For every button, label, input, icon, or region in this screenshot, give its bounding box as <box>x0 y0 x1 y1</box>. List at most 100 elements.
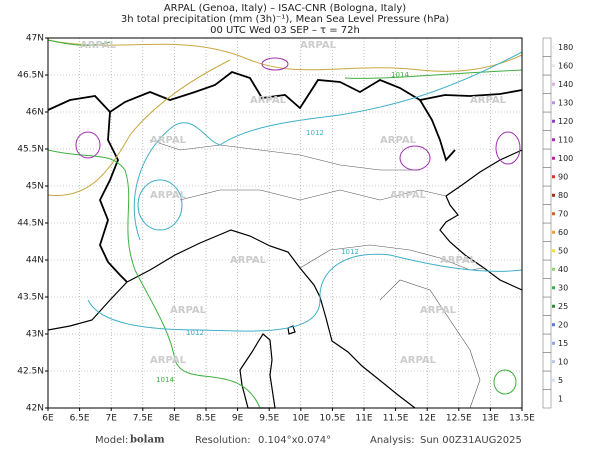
lat-label: 44.5N <box>17 219 44 229</box>
colorbar-box <box>542 56 552 76</box>
watermark: ARPAL <box>150 190 187 201</box>
colorbar-label: 60 <box>558 228 568 237</box>
watermark: ARPAL <box>440 255 477 266</box>
lon-label: 8.5E <box>196 414 216 424</box>
colorbar-box <box>542 278 552 298</box>
watermark: ARPAL <box>250 95 287 106</box>
colorbar-swatch <box>552 360 555 364</box>
colorbar-box <box>542 148 552 168</box>
lon-label: 8E <box>169 414 181 424</box>
watermark: ARPAL <box>150 135 187 146</box>
lat-label: 42.5N <box>17 367 44 377</box>
watermark: ARPAL <box>170 305 207 316</box>
coastline <box>439 149 523 291</box>
colorbar-label: 10 <box>558 357 568 366</box>
lon-label: 7.5E <box>133 414 153 424</box>
precip-contour <box>75 131 101 159</box>
coastlines <box>47 149 523 409</box>
lon-label: 12.5E <box>446 414 472 424</box>
colorbar-box <box>542 130 552 150</box>
watermark: ARPAL <box>80 40 117 51</box>
contour-label: 1012 <box>186 329 204 337</box>
watermark: ARPAL <box>150 355 187 366</box>
resolution: 0.104°x0.074° <box>258 435 331 446</box>
watermark: ARPAL <box>390 190 427 201</box>
colorbar-label: 1 <box>558 394 563 403</box>
model: bolam <box>130 435 165 446</box>
region-line <box>149 139 420 171</box>
colorbar-box <box>542 333 552 353</box>
isobar <box>47 149 261 409</box>
watermark: ARPAL <box>230 255 267 266</box>
colorbar: 1510152025304050607080901001101201301401… <box>542 37 573 409</box>
watermark: ARPAL <box>470 95 507 106</box>
colorbar-swatch <box>552 212 555 216</box>
contour-label: 1014 <box>156 376 174 384</box>
precip-contour <box>495 131 521 165</box>
lat-label: 46N <box>26 108 44 118</box>
lon-label: 10E <box>292 414 309 424</box>
colorbar-box <box>542 315 552 335</box>
lon-label: 12E <box>419 414 436 424</box>
lon-label: 6E <box>42 414 54 424</box>
isobar <box>87 253 523 332</box>
colorbar-swatch <box>552 101 555 105</box>
colorbar-box <box>542 241 552 261</box>
colorbar-label: 120 <box>558 117 573 126</box>
colorbar-label: 100 <box>558 154 573 163</box>
lat-label: 43.5N <box>17 293 44 303</box>
colorbar-box <box>542 352 552 372</box>
lon-label: 6.5E <box>70 414 90 424</box>
colorbar-box <box>542 389 552 409</box>
isobar <box>47 39 523 72</box>
colorbar-swatch <box>552 267 555 271</box>
region-line <box>179 189 447 201</box>
colorbar-swatch <box>552 230 555 234</box>
colorbar-box <box>542 370 552 390</box>
colorbar-swatch <box>552 304 555 308</box>
colorbar-label: 130 <box>558 98 573 107</box>
colorbar-label: 25 <box>558 302 568 311</box>
footer-label: Analysis: <box>370 435 415 446</box>
lat-label: 43N <box>26 330 44 340</box>
precip-contour <box>399 145 431 171</box>
analysis: Sun 00Z31AUG2025 <box>420 435 522 446</box>
colorbar-swatch <box>552 119 555 123</box>
colorbar-swatch <box>552 175 555 179</box>
footer: Model: bolam Resolution: 0.104°x0.074° A… <box>95 435 522 447</box>
isobar <box>133 51 523 241</box>
coastline <box>47 229 416 409</box>
colorbar-swatch <box>552 156 555 160</box>
regions <box>149 139 485 409</box>
colorbar-label: 110 <box>558 135 573 144</box>
colorbar-swatch <box>552 323 555 327</box>
lat-label: 44N <box>26 256 44 266</box>
border <box>419 99 456 162</box>
colorbar-box <box>542 296 552 316</box>
map-frame <box>47 37 523 409</box>
watermark: ARPAL <box>400 355 437 366</box>
colorbar-swatch <box>552 249 555 253</box>
contours <box>47 39 523 409</box>
colorbar-label: 140 <box>558 80 573 89</box>
colorbar-swatch <box>552 341 555 345</box>
colorbar-box <box>542 167 552 187</box>
lat-label: 42N <box>26 404 44 414</box>
colorbar-box <box>542 37 552 57</box>
contour-label: 1012 <box>341 248 359 256</box>
lon-label: 11.5E <box>383 414 409 424</box>
colorbar-label: 50 <box>558 246 568 255</box>
contour-label: 1012 <box>306 129 324 137</box>
colorbar-label: 180 <box>558 43 573 52</box>
colorbar-swatch <box>552 397 555 401</box>
colorbar-box <box>542 259 552 279</box>
watermark: ARPAL <box>300 40 337 51</box>
lon-label: 11E <box>355 414 372 424</box>
footer-label: Resolution: <box>195 435 251 446</box>
colorbar-label: 80 <box>558 191 568 200</box>
colorbar-box <box>542 111 552 131</box>
lon-label: 7E <box>105 414 117 424</box>
colorbar-swatch <box>552 64 555 68</box>
lon-label: 9E <box>232 414 244 424</box>
colorbar-label: 90 <box>558 172 568 181</box>
